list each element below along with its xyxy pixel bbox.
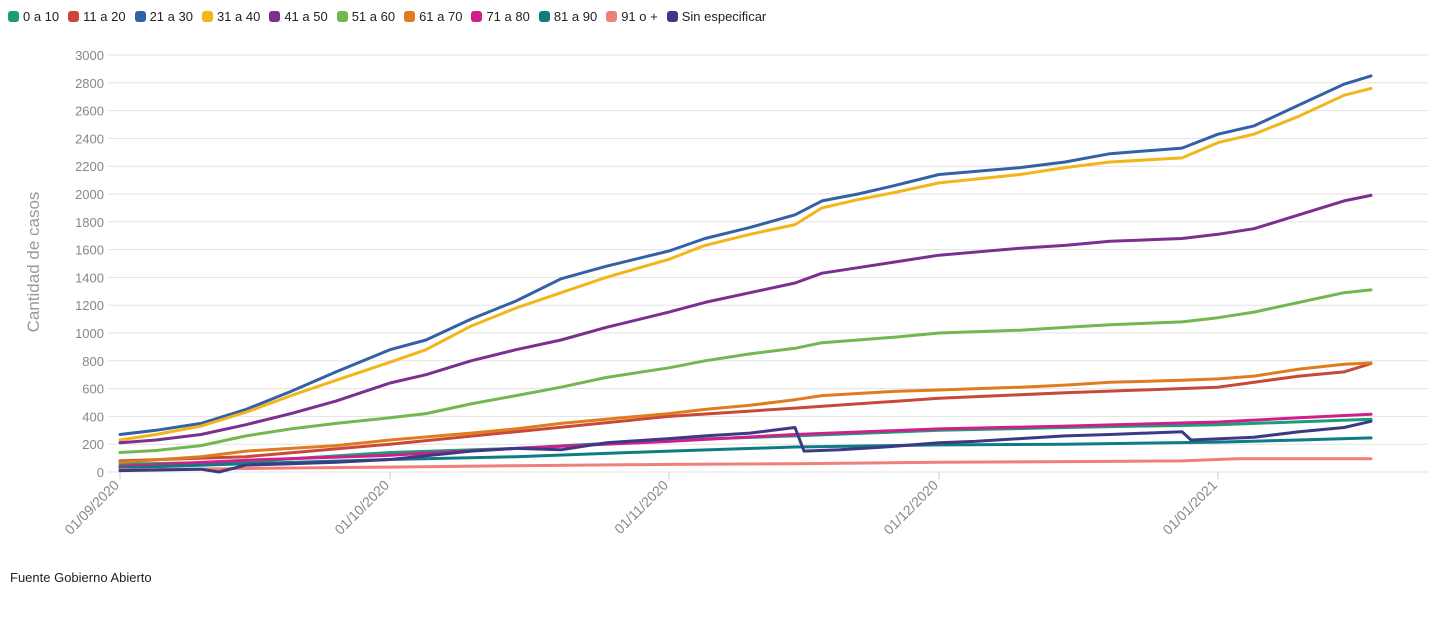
legend-swatch — [134, 11, 146, 22]
y-tick-label: 1600 — [75, 243, 104, 258]
x-tick-label: 01/09/2020 — [61, 477, 122, 538]
y-tick-label: 0 — [97, 465, 104, 480]
source-note: Fuente Gobierno Abierto — [10, 570, 152, 585]
x-tick-label: 01/11/2020 — [611, 477, 671, 537]
legend-label: 71 a 80 — [486, 9, 530, 24]
y-tick-label: 1000 — [75, 326, 104, 341]
legend-swatch — [606, 11, 618, 22]
legend-swatch — [538, 11, 550, 22]
legend-swatch — [269, 11, 281, 22]
legend-item[interactable]: 0 a 10 — [8, 9, 59, 24]
legend-item[interactable]: 11 a 20 — [68, 9, 126, 24]
legend: 0 a 10 11 a 20 21 a 30 31 a 40 41 a 50 51 a 6… — [8, 9, 775, 24]
y-tick-label: 2200 — [75, 159, 104, 174]
legend-item[interactable]: 71 a 80 — [471, 9, 530, 24]
legend-swatch — [666, 11, 678, 22]
series-line-51-a-60[interactable] — [118, 288, 1373, 454]
x-tick-label: 01/12/2020 — [880, 477, 941, 538]
legend-item[interactable]: 91 o + — [606, 9, 658, 24]
legend-item[interactable]: 81 a 90 — [538, 9, 598, 24]
y-tick-label: 1800 — [75, 215, 104, 230]
y-tick-label: 400 — [82, 409, 104, 424]
legend-item[interactable]: 31 a 40 — [201, 9, 261, 24]
series-line-21-a-30[interactable] — [118, 74, 1373, 436]
legend-swatch — [201, 11, 213, 22]
series-line-71-a-80[interactable] — [118, 412, 1373, 468]
legend-label: 51 a 60 — [351, 9, 396, 24]
legend-item[interactable]: 21 a 30 — [134, 9, 193, 24]
legend-item[interactable]: Sin especificar — [666, 9, 767, 24]
y-axis-label: Cantidad de casos — [24, 192, 43, 333]
legend-label: 41 a 50 — [284, 9, 328, 24]
legend-label: 61 a 70 — [419, 9, 463, 24]
series-line-31-a-40[interactable] — [118, 86, 1373, 442]
legend-item[interactable]: 41 a 50 — [269, 9, 328, 24]
y-tick-label: 200 — [82, 437, 104, 452]
series-line-61-a-70[interactable] — [118, 361, 1373, 464]
legend-label: Sin especificar — [681, 9, 767, 24]
legend-swatch — [404, 11, 416, 22]
y-tick-label: 2000 — [75, 187, 104, 202]
y-tick-label: 3000 — [75, 48, 104, 63]
series-line-11-a-20[interactable] — [118, 362, 1373, 463]
legend-item[interactable]: 51 a 60 — [336, 9, 396, 24]
series-line-91-o-[interactable] — [118, 457, 1373, 472]
y-tick-label: 2800 — [75, 76, 104, 91]
legend-label: 0 a 10 — [23, 9, 60, 24]
series-line-sin-especificar[interactable] — [118, 419, 1373, 474]
legend-label: 31 a 40 — [216, 9, 261, 24]
legend-swatch — [336, 11, 348, 22]
legend-swatch — [68, 11, 80, 22]
x-tick-label: 01/01/2021 — [1159, 477, 1220, 538]
legend-swatch — [471, 11, 483, 22]
y-tick-label: 600 — [82, 382, 104, 397]
x-tick-label: 01/10/2020 — [331, 477, 392, 538]
legend-label: 81 a 90 — [553, 9, 598, 24]
legend-item[interactable]: 61 a 70 — [404, 9, 462, 24]
legend-swatch — [8, 11, 19, 22]
series-line-41-a-50[interactable] — [118, 193, 1373, 445]
y-tick-label: 2600 — [75, 104, 104, 119]
y-tick-label: 800 — [82, 354, 104, 369]
y-tick-label: 2400 — [75, 131, 104, 146]
y-tick-label: 1200 — [75, 298, 104, 313]
legend-label: 11 a 20 — [83, 9, 126, 24]
legend-label: 91 o + — [621, 9, 658, 24]
legend-label: 21 a 30 — [149, 9, 193, 24]
y-tick-label: 1400 — [75, 270, 104, 285]
